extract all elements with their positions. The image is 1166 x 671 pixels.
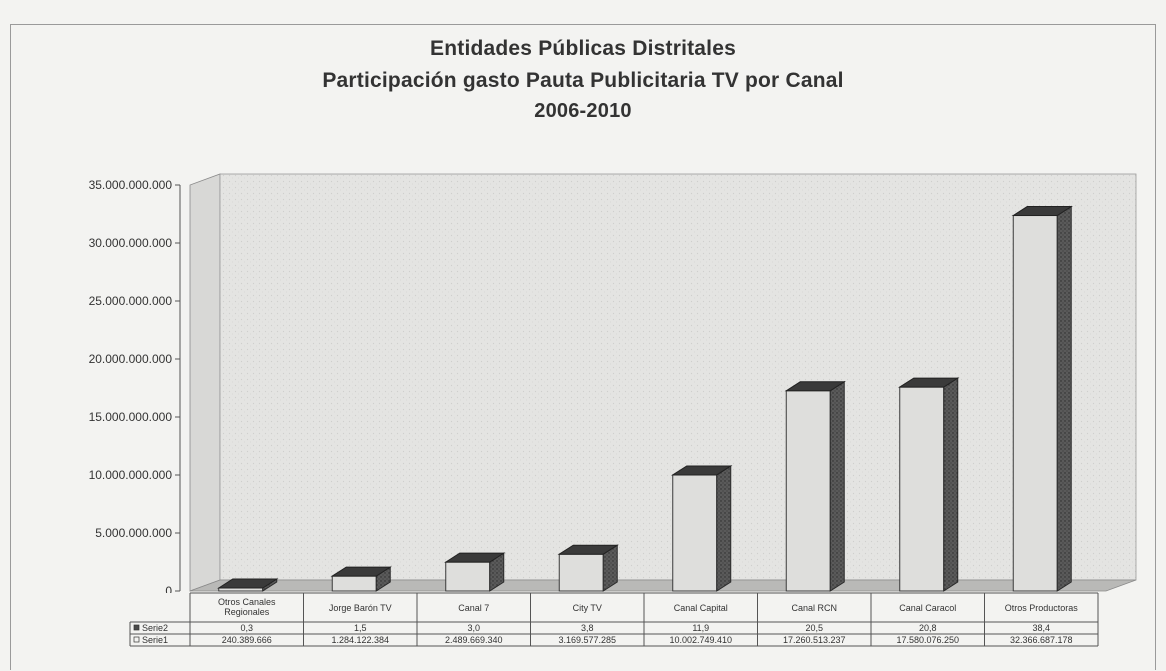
bar-2 [330,566,392,592]
table-cell: 11,9 [692,623,709,633]
table-cell: 3,8 [581,623,594,633]
table-cell: 38,4 [1032,623,1050,633]
series-name: Serie2 [142,623,168,633]
chart-period: 2006-2010 [534,100,632,122]
bar-front [558,553,604,592]
bar-top [671,465,733,476]
table-cell: 3,0 [467,623,480,633]
table-cell: 2.489.669.340 [445,635,503,645]
bar-top [330,566,392,577]
category-label: Canal 7 [458,603,489,613]
category-label: City TV [573,603,602,613]
table-cell: 17.260.513.237 [783,635,846,645]
legend-key [133,636,140,643]
chart-title: Entidades Públicas Distritales [430,37,736,60]
bar-front [445,561,491,592]
y-tick-label: 35.000.000.000 [89,178,173,192]
bar-side [716,465,732,592]
table-cell: 1.284.122.384 [331,635,389,645]
table-cell: 20,5 [805,623,823,633]
bar-top [1011,206,1073,217]
category-label: Canal Caracol [899,603,956,613]
category-label: Canal RCN [791,603,837,613]
category-label: Otros Canales [218,597,276,607]
plot-walls [189,173,1137,592]
bar-front [785,390,831,592]
chart-subtitle: Participación gasto Pauta Publicitaria T… [322,69,844,92]
bar-4 [557,544,619,592]
bar-5 [671,465,733,592]
table-cell: 20,8 [919,623,937,633]
table-cell: 3.169.577.285 [558,635,616,645]
y-axis: 0 5.000.000.000 10.000.000.000 15.000.000.0… [89,178,181,598]
bar-front [331,575,377,592]
category-label: Canal Capital [674,603,728,613]
bar-top [217,578,279,589]
bar-side [1056,205,1072,592]
legend-key [133,624,140,631]
table-bg [130,593,1098,646]
table-cell: 32.366.687.178 [1010,635,1073,645]
y-tick-label: 15.000.000.000 [89,410,173,424]
y-tick-label: 0 [165,584,172,598]
series-name: Serie1 [142,635,168,645]
bars [217,205,1073,592]
table-cell: 10.002.749.410 [669,635,732,645]
table-cell: 0,3 [240,623,253,633]
bar-6 [784,380,846,592]
table-cell: 240.389.666 [222,635,272,645]
bar-front [672,474,718,592]
category-label: Regionales [224,607,270,617]
bar-top [444,552,506,563]
y-tick-label: 25.000.000.000 [89,294,173,308]
bar-top [898,377,960,388]
table-cell: 17.580.076.250 [896,635,959,645]
category-label: Otros Productoras [1005,603,1079,613]
bar-side [829,380,845,592]
bar-top [557,544,619,555]
bar-side [943,377,959,592]
bar-1 [217,578,279,592]
bar-front [1012,215,1058,592]
table-cell: 1,5 [354,623,367,633]
bar-3 [444,552,506,592]
bar-top [784,381,846,392]
category-label: Jorge Barón TV [329,603,392,613]
bar-7 [898,377,960,592]
y-tick-label: 10.000.000.000 [89,468,173,482]
side-wall [189,173,221,592]
y-tick-label: 5.000.000.000 [95,526,172,540]
bar-8 [1011,205,1073,592]
bar-front [899,386,945,592]
y-tick-label: 20.000.000.000 [89,352,173,366]
y-tick-label: 30.000.000.000 [89,236,173,250]
chart-frame [10,24,1156,670]
